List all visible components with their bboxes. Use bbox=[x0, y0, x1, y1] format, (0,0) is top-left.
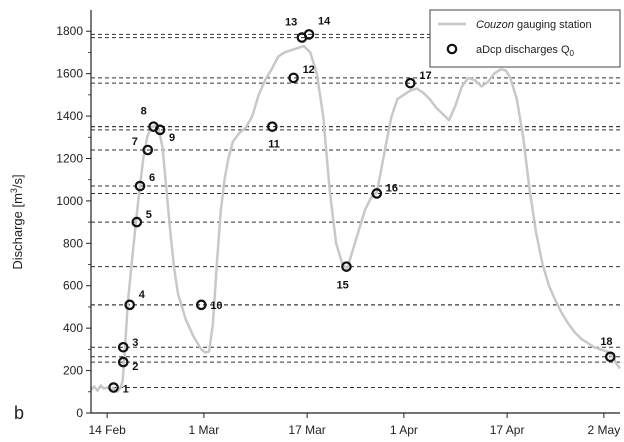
y-tick-label: 1400 bbox=[56, 109, 83, 123]
legend-points-label: aDcp discharges Q0 bbox=[476, 44, 575, 58]
measurement-label: 6 bbox=[149, 172, 155, 184]
x-tick-label: 2 May bbox=[588, 423, 621, 437]
y-tick-label: 800 bbox=[63, 236, 83, 250]
measurement-label: 15 bbox=[336, 280, 348, 292]
adcp-discharge-point bbox=[371, 188, 383, 199]
legend-points-prefix: aDcp discharges Q bbox=[476, 44, 570, 56]
y-axis-label-main: Discharge [m bbox=[10, 193, 25, 270]
measurement-label: 18 bbox=[600, 336, 612, 348]
measurement-label: 8 bbox=[141, 106, 147, 118]
measurement-label: 14 bbox=[318, 15, 331, 27]
y-tick-label: 1000 bbox=[56, 194, 83, 208]
adcp-discharge-point bbox=[117, 356, 129, 368]
y-tick-label: 1200 bbox=[56, 151, 83, 165]
gauging-station-line bbox=[90, 44, 622, 394]
adcp-discharge-point bbox=[196, 299, 207, 311]
adcp-discharge-point bbox=[288, 72, 299, 84]
adcp-discharge-point bbox=[266, 121, 278, 132]
y-tick-label: 200 bbox=[63, 364, 83, 378]
adcp-discharge-point bbox=[124, 299, 136, 311]
panel-label: b bbox=[14, 403, 24, 423]
legend-line-name: Couzon bbox=[476, 19, 514, 31]
legend: Couzon gauging station aDcp discharges Q… bbox=[429, 9, 621, 68]
adcp-discharge-point bbox=[142, 144, 154, 156]
measurement-label: 2 bbox=[132, 361, 138, 373]
reference-dashed-lines bbox=[91, 33, 620, 389]
legend-line-suffix: gauging station bbox=[514, 19, 592, 31]
legend-point-swatch bbox=[446, 43, 458, 55]
measurement-label: 7 bbox=[132, 136, 138, 148]
measurement-label: 9 bbox=[169, 132, 175, 144]
adcp-discharge-point bbox=[154, 124, 166, 136]
adcp-discharge-point bbox=[131, 216, 143, 228]
legend-box bbox=[429, 9, 621, 68]
chart-axes: 0 200 400 600 800 1000 1200 1400 1600 1800 14 Feb 1… bbox=[56, 10, 620, 437]
measurement-label: 3 bbox=[132, 337, 138, 349]
y-axis-label: Discharge [m3/s] bbox=[9, 174, 25, 269]
adcp-discharge-point bbox=[605, 351, 616, 363]
measurement-label: 10 bbox=[210, 300, 222, 312]
adcp-discharge-point bbox=[405, 77, 416, 89]
measurement-label: 12 bbox=[303, 64, 315, 76]
y-tick-label: 600 bbox=[63, 279, 83, 293]
measurement-label: 1 bbox=[123, 384, 129, 396]
measurement-label: 5 bbox=[146, 209, 152, 221]
x-tick-label: 17 Mar bbox=[288, 423, 325, 437]
y-axis-label-tail: /s] bbox=[10, 174, 25, 188]
measurement-label: 13 bbox=[285, 17, 297, 29]
x-tick-label: 1 Apr bbox=[390, 423, 418, 437]
legend-points-sub: 0 bbox=[570, 49, 575, 58]
adcp-discharge-point bbox=[108, 382, 119, 393]
x-tick-label: 17 Apr bbox=[490, 423, 525, 437]
measurement-label: 11 bbox=[268, 139, 280, 151]
adcp-discharge-series bbox=[108, 29, 616, 393]
y-tick-label: 1800 bbox=[56, 24, 83, 38]
measurement-label: 16 bbox=[386, 182, 398, 194]
x-tick-label: 1 Mar bbox=[189, 423, 220, 437]
x-tick-label: 14 Feb bbox=[88, 423, 126, 437]
legend-line-label: Couzon gauging station bbox=[476, 19, 592, 31]
measurement-label: 4 bbox=[139, 289, 146, 301]
y-tick-label: 1600 bbox=[56, 67, 83, 81]
adcp-discharge-point bbox=[341, 261, 352, 272]
adcp-discharge-point bbox=[303, 29, 315, 40]
gauging-station-series bbox=[90, 44, 622, 394]
y-tick-label: 400 bbox=[63, 321, 83, 335]
y-axis-label-sup: 3 bbox=[9, 188, 19, 193]
measurement-label: 17 bbox=[419, 70, 431, 82]
y-tick-label: 0 bbox=[76, 406, 83, 420]
adcp-discharge-point bbox=[134, 180, 146, 192]
adcp-discharge-point bbox=[117, 341, 129, 353]
